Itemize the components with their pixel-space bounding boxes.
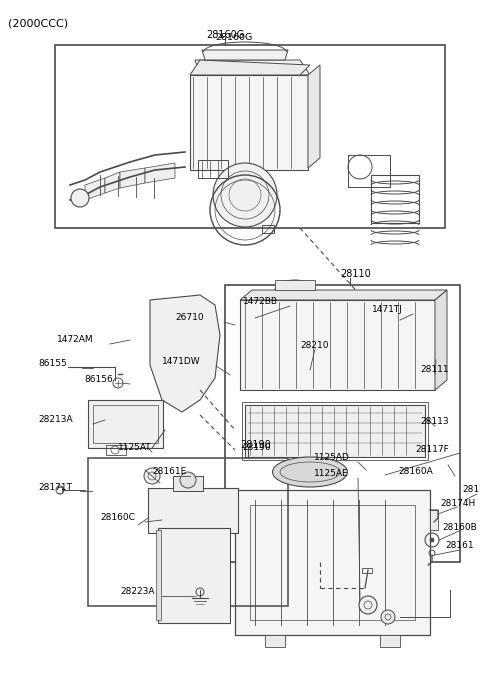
- Text: 28117F: 28117F: [415, 445, 449, 454]
- Text: 86155: 86155: [38, 359, 67, 369]
- Text: 28190: 28190: [242, 443, 271, 452]
- Bar: [190, 75, 308, 170]
- Circle shape: [381, 610, 395, 624]
- Bar: [250, 505, 415, 620]
- Bar: [362, 568, 372, 573]
- Polygon shape: [190, 60, 310, 75]
- Text: (2000CCC): (2000CCC): [8, 18, 68, 28]
- Polygon shape: [145, 163, 175, 183]
- Polygon shape: [150, 295, 220, 412]
- Text: 26710: 26710: [175, 314, 204, 323]
- Text: 28190: 28190: [240, 440, 271, 450]
- Text: 28171T: 28171T: [38, 483, 72, 492]
- Bar: [380, 635, 400, 647]
- Circle shape: [144, 468, 160, 484]
- Polygon shape: [195, 60, 310, 75]
- Polygon shape: [120, 168, 145, 188]
- Text: 28161: 28161: [445, 541, 474, 551]
- Bar: [55, 45, 445, 228]
- Polygon shape: [308, 65, 320, 168]
- Text: 28160B: 28160B: [442, 523, 477, 532]
- Text: 28161E: 28161E: [152, 468, 186, 477]
- Text: 1125AD: 1125AD: [314, 454, 350, 462]
- Bar: [348, 155, 390, 187]
- Polygon shape: [240, 290, 447, 300]
- Bar: [245, 405, 425, 457]
- Text: 28210: 28210: [300, 340, 328, 350]
- Text: 28160A: 28160A: [398, 468, 433, 477]
- Text: 86156: 86156: [84, 375, 113, 384]
- Bar: [371, 175, 419, 223]
- Circle shape: [71, 189, 89, 207]
- Bar: [227, 510, 235, 530]
- Circle shape: [430, 538, 434, 542]
- Circle shape: [180, 472, 196, 488]
- Polygon shape: [435, 290, 447, 390]
- Bar: [106, 445, 126, 455]
- Ellipse shape: [273, 457, 348, 487]
- Circle shape: [213, 163, 277, 227]
- Polygon shape: [105, 172, 120, 193]
- Bar: [240, 300, 435, 390]
- Text: 1125AE: 1125AE: [314, 469, 348, 479]
- Text: 28160C: 28160C: [100, 513, 135, 523]
- Bar: [93, 405, 158, 443]
- Text: 28113: 28113: [420, 418, 449, 426]
- Polygon shape: [202, 50, 288, 60]
- Text: 1472BB: 1472BB: [243, 297, 278, 306]
- Text: 28160G: 28160G: [206, 30, 244, 40]
- Bar: [235, 490, 430, 635]
- Text: 28213A: 28213A: [38, 416, 72, 424]
- Bar: [265, 635, 285, 647]
- Text: 1471TJ: 1471TJ: [372, 306, 403, 314]
- Bar: [430, 510, 438, 530]
- Text: 28160G: 28160G: [216, 33, 252, 41]
- Bar: [198, 160, 228, 178]
- Text: 28223A: 28223A: [120, 587, 155, 596]
- Bar: [262, 225, 274, 233]
- Bar: [173, 476, 203, 491]
- Text: 1471DW: 1471DW: [162, 358, 201, 367]
- Circle shape: [359, 596, 377, 614]
- Bar: [156, 530, 161, 620]
- Polygon shape: [85, 178, 105, 200]
- Bar: [158, 528, 230, 623]
- Text: 28111: 28111: [420, 365, 449, 375]
- Bar: [88, 400, 163, 448]
- Text: 28174H: 28174H: [440, 498, 475, 507]
- Text: 1125AT: 1125AT: [118, 443, 152, 452]
- Text: 28114C: 28114C: [462, 485, 480, 494]
- Bar: [148, 488, 238, 533]
- Bar: [242, 402, 428, 460]
- Bar: [88, 458, 288, 606]
- Bar: [275, 280, 315, 290]
- Text: 28110: 28110: [340, 269, 371, 279]
- Bar: [225, 285, 460, 562]
- Text: 1472AM: 1472AM: [57, 335, 94, 344]
